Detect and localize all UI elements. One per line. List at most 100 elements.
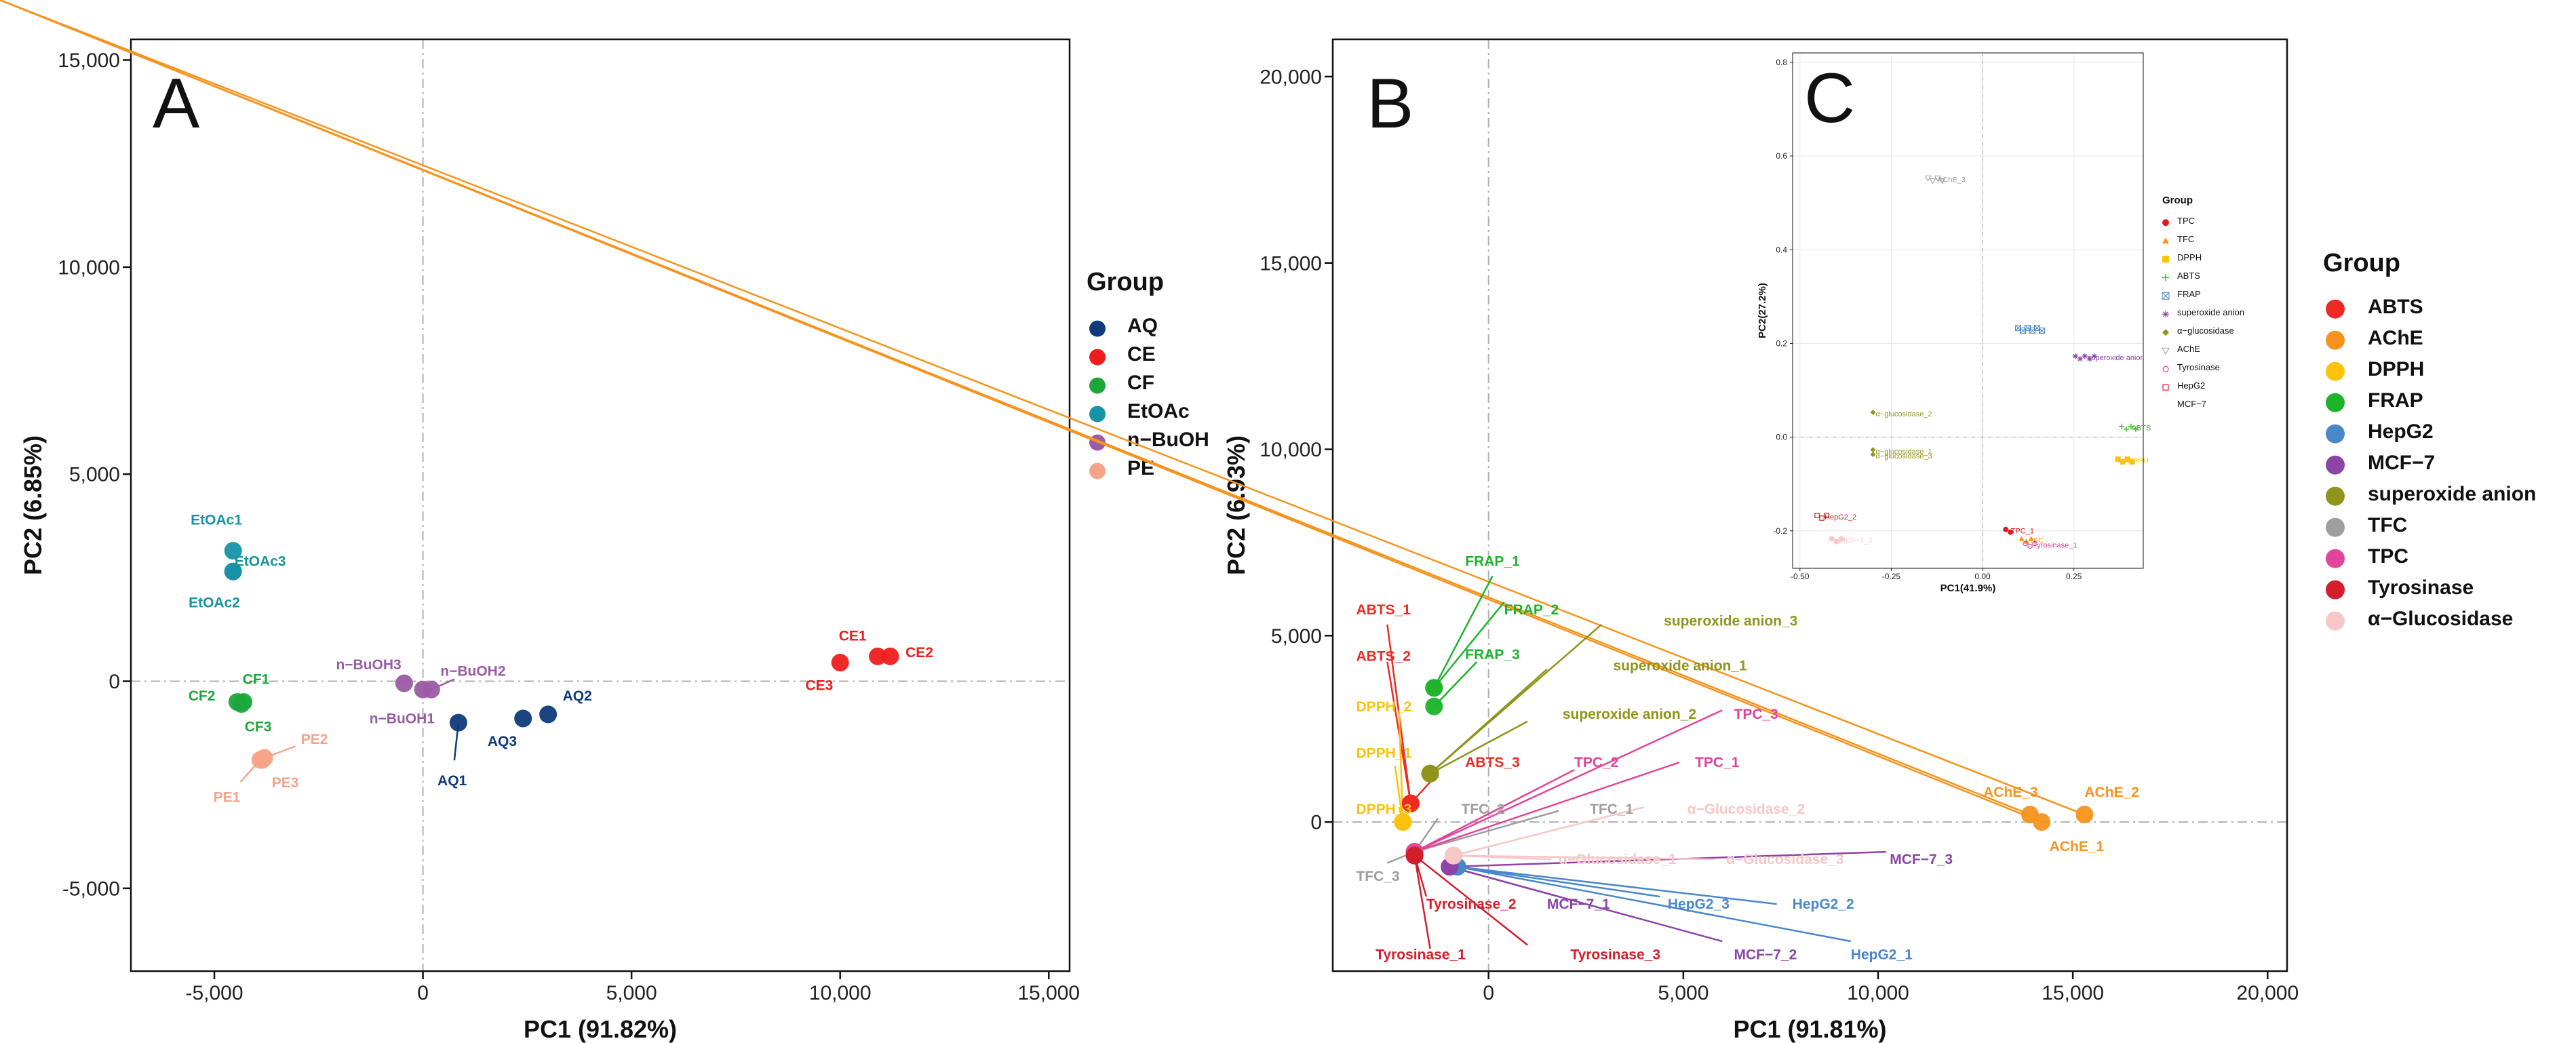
panel-b-ray-hepg2-3 — [1457, 865, 1660, 898]
panel-a-point-label-n-buoh2: n−BuOH2 — [440, 663, 505, 679]
panel-c-point-label-glucosidase-2-5: α−glucosidase_2 — [1875, 410, 1932, 418]
panel-a-chart: -5,000 0 5,000 10,000 15,000 -5,000 0 5,000 10,0… — [19, 38, 1209, 1043]
panel-a-point-label-pe3: PE3 — [272, 775, 299, 791]
panel-b-point-ache-3 — [2021, 806, 2039, 824]
panel-b-y-tick-label: 15,000 — [1260, 252, 1322, 275]
panel-c-legend-label-frap: FRAP — [2177, 289, 2201, 299]
panel-c-legend-key-tyrosinase — [2162, 366, 2169, 372]
panel-a-legend-key-pe — [1089, 463, 1106, 479]
panel-a-y-tick-label: 15,000 — [58, 50, 120, 72]
panel-b-ray-dpph-1 — [1394, 766, 1404, 823]
panel-b-point-label-dpph-1: DPPH_1 — [1356, 745, 1411, 761]
panel-c-legend-key-glucosidase — [2162, 329, 2169, 336]
panel-b-ray-frap-3 — [1433, 661, 1478, 707]
panel-a-x-tick-label: 5,000 — [606, 982, 657, 1004]
panel-b-point-ache-2 — [2075, 806, 2094, 824]
panel-a-point-pe3 — [253, 751, 271, 769]
panel-a-y-tick-label: 10,000 — [58, 256, 120, 279]
panel-c-point-label-superoxide-anion-2: superoxide anion — [2088, 354, 2145, 362]
panel-c-legend-key-hepg2 — [2162, 384, 2169, 391]
panel-b-legend-key-abts — [2326, 299, 2345, 319]
panel-a-point-label-ce3: CE3 — [806, 678, 834, 694]
panel-c-point-dpph-4-0 — [2115, 456, 2121, 463]
panel-a-y-tick-label: 0 — [109, 671, 120, 693]
panel-a-legend-label-n-buoh: n−BuOH — [1127, 429, 1209, 451]
panel-c-point-abts-3-1 — [2123, 426, 2129, 432]
panel-b-point-label-hepg2-3: HepG2_3 — [1668, 897, 1730, 912]
panel-c-point-tpc-10-0 — [2003, 526, 2009, 532]
panel-c-y-tick-label: 0.6 — [1776, 151, 1787, 161]
panel-a-legend-label-etoac: EtOAc — [1127, 400, 1190, 422]
panel-a-point-label-etoac3: EtOAc3 — [235, 553, 286, 569]
panel-c-point-mcf-7-9-2 — [1838, 536, 1844, 542]
panel-b-legend-label-tyrosinase: Tyrosinase — [2368, 576, 2474, 599]
panel-a-point-aq1 — [449, 713, 467, 732]
panel-a-legend-title: Group — [1087, 268, 1164, 296]
panel-b-point-label-tpc-3: TPC_3 — [1734, 707, 1778, 722]
panel-a-point-label-pe1: PE1 — [214, 790, 241, 806]
panel-b-ray-tfc-1 — [1414, 810, 1559, 853]
panel-b-point-label-tyrosinase-2: Tyrosinase_2 — [1426, 897, 1517, 912]
panel-b-point-label-superoxide-anion-2: superoxide anion_2 — [1563, 707, 1696, 722]
panel-c-point-superoxide-anion-2-2 — [2082, 353, 2088, 359]
panel-a-point-aq2 — [539, 705, 558, 724]
panel-b-ray-tpc-3 — [1414, 709, 1723, 853]
panel-b-point-label-tfc-1: TFC_1 — [1590, 802, 1634, 817]
panel-b-ray-ache-2 — [0, 0, 2085, 816]
panel-c-legend-key-tfc — [2162, 237, 2169, 244]
panel-b-legend-label-dpph: DPPH — [2368, 358, 2424, 380]
panel-b-plot-frame — [1331, 38, 2288, 972]
panel-c-point-ache-0-1 — [1929, 178, 1936, 184]
panel-b-ray-superoxide-anion-3 — [1429, 623, 1603, 774]
panel-b-legend-key-dpph — [2326, 361, 2345, 381]
panel-c-point-superoxide-anion-2-0 — [2072, 353, 2078, 359]
panel-c-legend-label-tfc: TFC — [2177, 234, 2194, 244]
panel-b-point-frap-2 — [1425, 679, 1443, 697]
panel-a-point-label-cf1: CF1 — [243, 671, 270, 687]
panel-b-legend-key-mcf-7 — [2326, 455, 2345, 475]
panel-b-y-tick-label: 0 — [1310, 812, 1322, 834]
panel-b-point-label-abts-2: ABTS_2 — [1356, 649, 1411, 665]
panel-c-point-hepg2-8-1 — [1819, 515, 1824, 521]
panel-b-point-label-mcf-7-1: MCF−7_1 — [1547, 897, 1610, 912]
panel-c-point-ache-0-2 — [1934, 175, 1941, 182]
panel-c-point-dpph-4-3 — [2129, 459, 2135, 465]
panel-b-ray-glucosidase-3 — [1453, 854, 1715, 861]
panel-b-y-tick-label: 10,000 — [1260, 439, 1322, 461]
panel-c-legend-key-frap — [2162, 292, 2170, 300]
panel-c-y-tick-label: -0.2 — [1773, 526, 1787, 536]
panel-b-point-label-tyrosinase-3: Tyrosinase_3 — [1570, 947, 1660, 962]
panel-b-point-superoxide-anion-3 — [1421, 764, 1439, 783]
panel-c-legend-key-tpc — [2162, 219, 2169, 227]
panel-b-y-tick-label: 20,000 — [1260, 66, 1322, 88]
panel-b-point-label-ache-1: AChE_1 — [2050, 839, 2105, 854]
panel-a-point-label-n-buoh3: n−BuOH3 — [336, 657, 401, 673]
panel-c-point-label-tyrosinase-1-12: Tyrosinase_1 — [2033, 541, 2077, 549]
panel-b-ray-hepg2-1 — [1457, 865, 1852, 943]
panel-c-point-abts-3-2 — [2128, 423, 2134, 429]
panel-b-ray-tpc-1 — [1414, 762, 1680, 853]
panel-a-point-etoac1 — [224, 542, 242, 560]
panel-b-legend-label-mcf-7: MCF−7 — [2368, 452, 2435, 474]
panel-c-point-tfc-11-2 — [2028, 536, 2034, 541]
panel-b-legend-key-glucosidase — [2326, 611, 2345, 631]
panel-b-point-label-frap-1: FRAP_1 — [1465, 553, 1520, 569]
panel-a-x-tick-label: 0 — [417, 982, 429, 1004]
panel-c-point-mcf-7-9-0 — [1829, 536, 1835, 542]
panel-c-y-axis-title: PC2(27.2%) — [1757, 283, 1768, 338]
panel-b-point-dpph-3 — [1394, 813, 1412, 831]
panel-c-legend-label-superoxide-anion: superoxide anion — [2177, 307, 2244, 317]
panel-c-point-label-ache-3-0: AChE_3 — [1938, 176, 1966, 184]
panel-b-legend-label-glucosidase: α−Glucosidase — [2368, 608, 2513, 630]
panel-b-legend-title: Group — [2323, 249, 2400, 277]
panel-c-point-glucosidase-6-0 — [1870, 447, 1876, 453]
panel-b-ray-tpc-2 — [1414, 769, 1575, 853]
panel-b-legend-label-ache: AChE — [2368, 327, 2423, 349]
panel-a-point-label-ce1: CE1 — [839, 628, 867, 644]
panel-b-point-label-frap-2: FRAP_2 — [1504, 602, 1559, 618]
panel-a-point-label-pe2: PE2 — [301, 732, 328, 747]
panel-c-legend-key-ache — [2162, 347, 2170, 355]
panel-c-point-label-abts-3: ABTS — [2131, 425, 2151, 433]
panel-a-point-ce1 — [869, 647, 887, 665]
panel-a-plot-frame — [130, 38, 1071, 972]
